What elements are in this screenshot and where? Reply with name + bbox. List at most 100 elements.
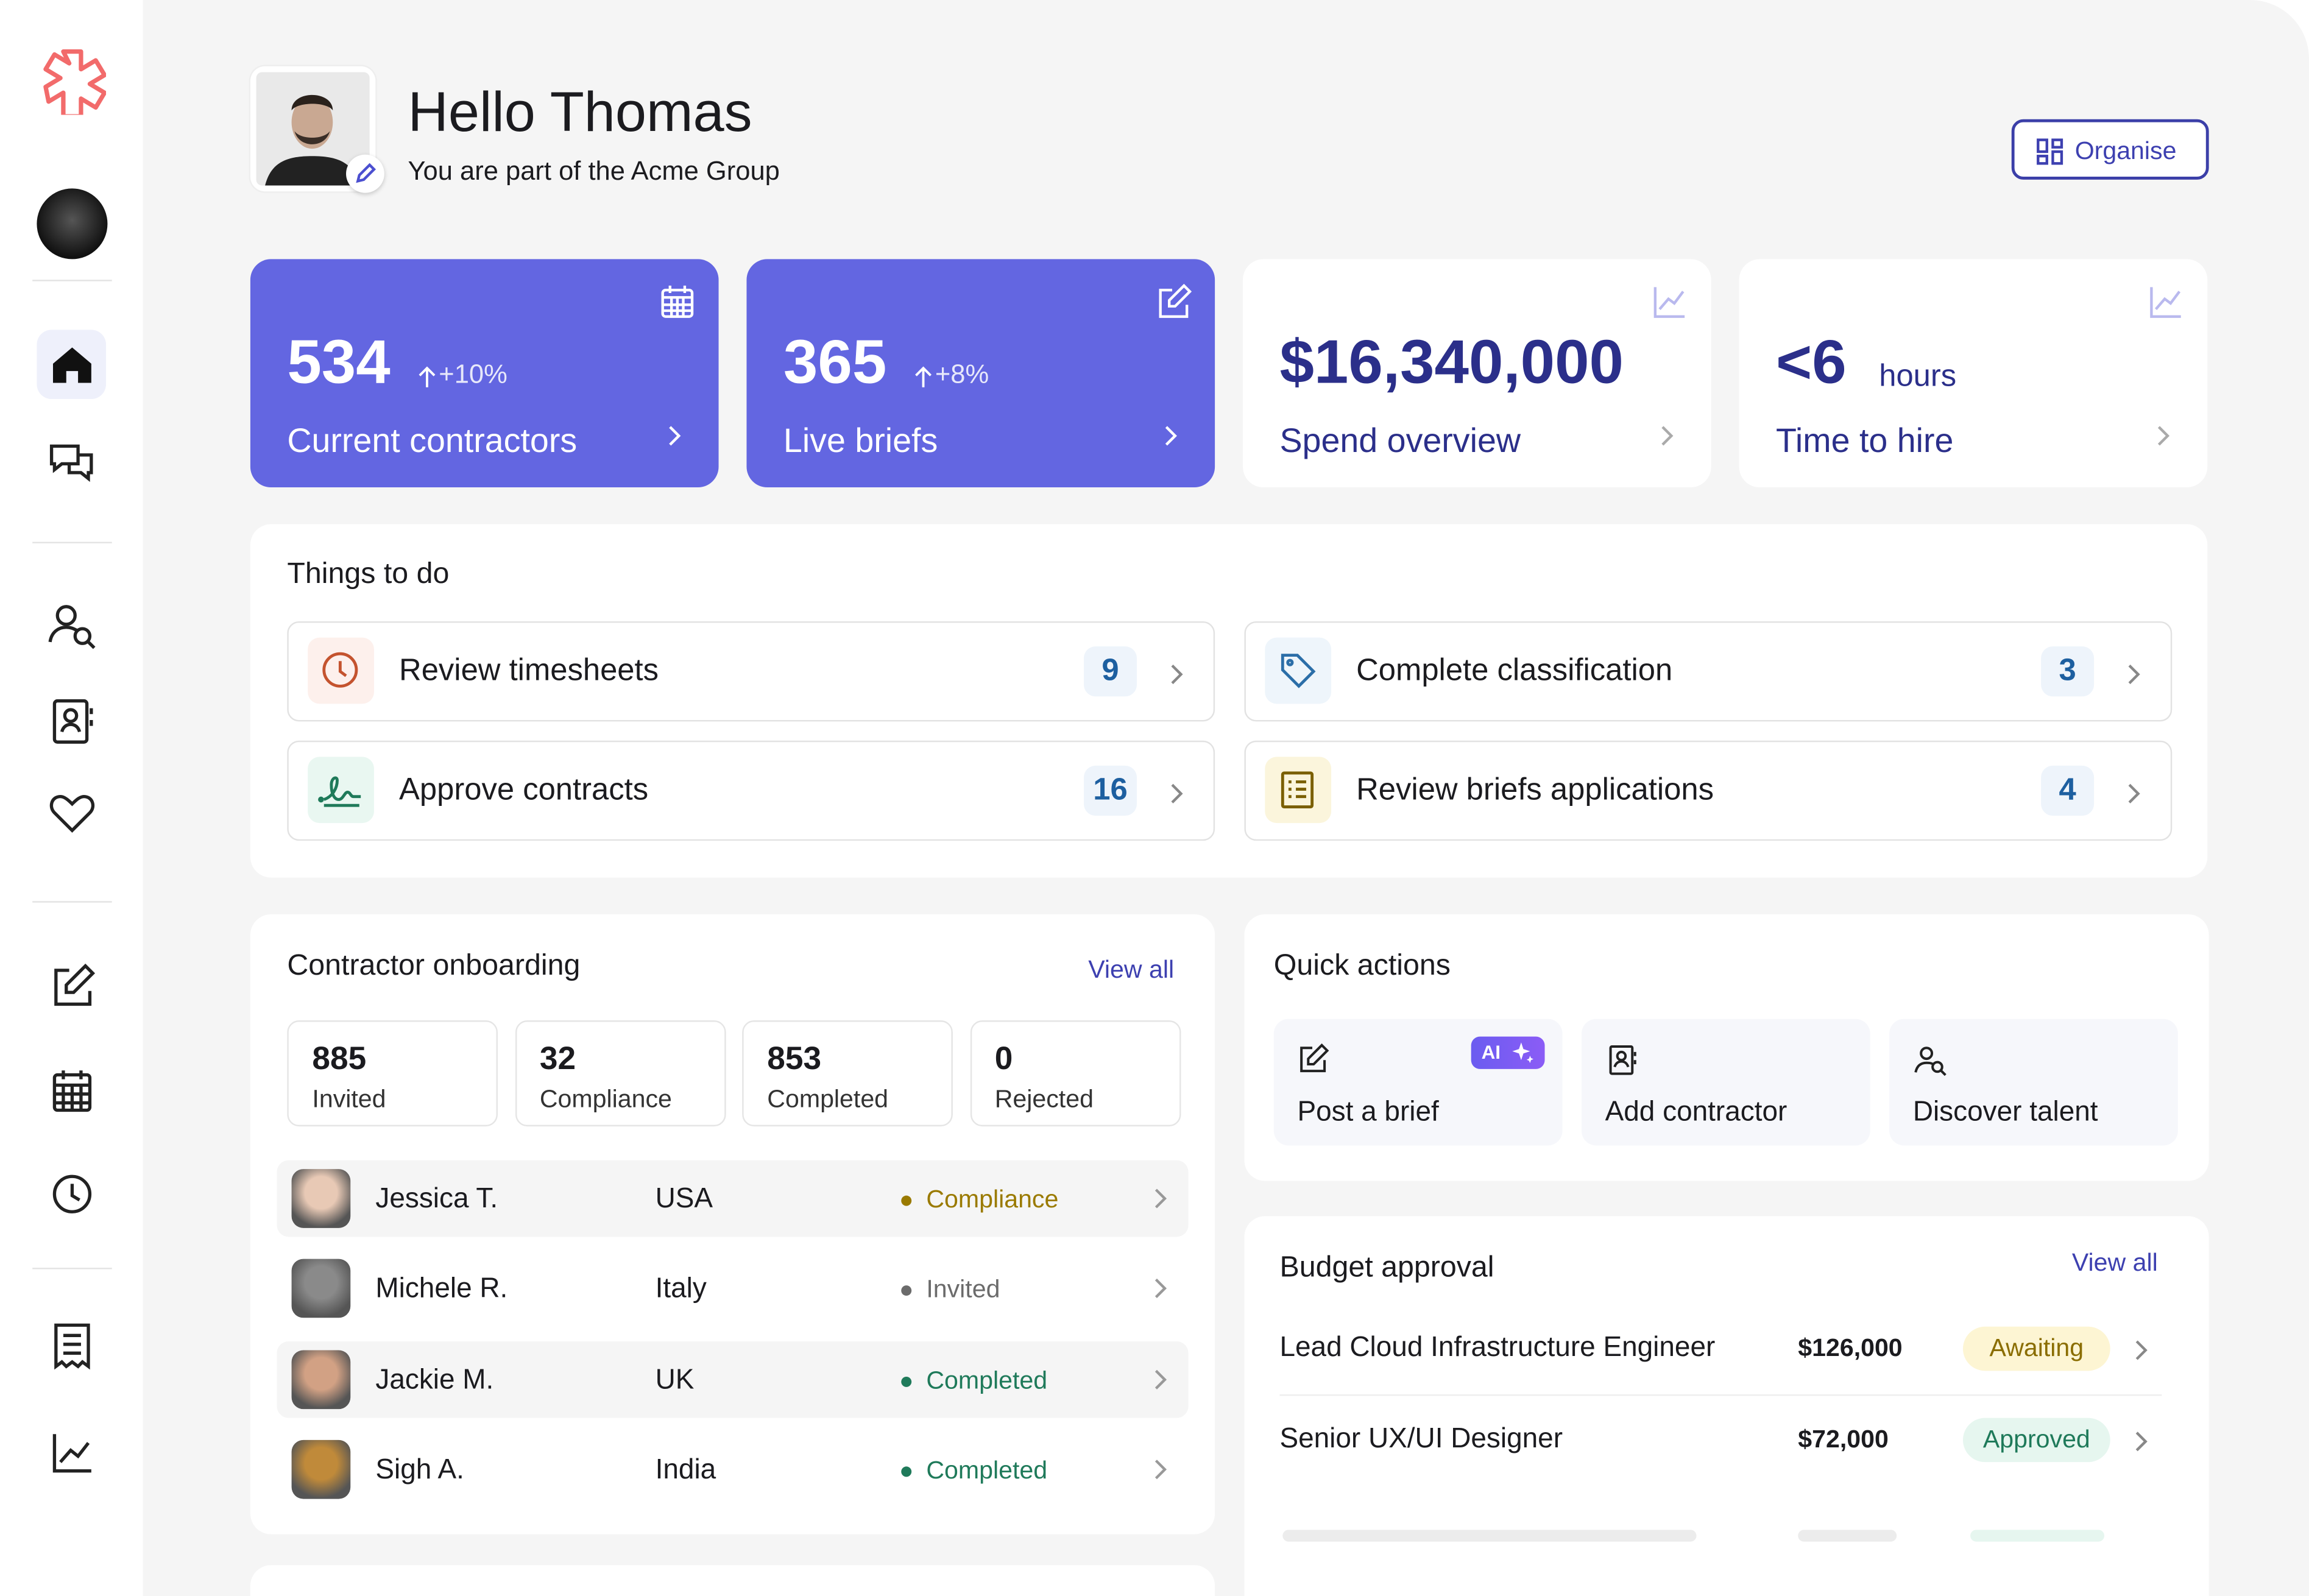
profile-photo[interactable] [250,66,384,193]
skeleton [1798,1530,1897,1542]
chevron [2135,1340,2148,1360]
todo-item[interactable]: Approve contracts 16 [287,740,1215,841]
action-label: Add contractor [1605,1096,1787,1128]
nav-home[interactable] [44,337,101,394]
nav-talent[interactable] [44,598,101,654]
divider [1279,1394,2162,1396]
stat-card[interactable]: 365 +8% Live briefs [746,259,1215,488]
todo-item[interactable]: Review briefs applications 4 [1244,740,2173,841]
contractor-status: Completed [926,1456,1048,1485]
contractor-name: Michele R. [375,1274,508,1305]
view-all-link[interactable]: View all [1088,955,1175,984]
todo-item[interactable]: Review timesheets 9 [287,621,1215,722]
contractor-country: UK [655,1364,695,1396]
stat-label: Current contractors [287,421,578,460]
stat-unit: hours [1879,359,1957,394]
contractor-name: Jessica T. [375,1184,498,1215]
ai-badge: AI [1471,1036,1545,1069]
chevron [1165,426,1177,446]
quick-action[interactable]: Add contractor [1581,1019,1870,1146]
contractor-status: Invited [926,1275,1000,1304]
contractor-name: Sigh A. [375,1454,464,1486]
stat-card[interactable]: $16,340,000 Spend overview [1243,259,1711,488]
chevron [2128,664,2140,685]
action-label: Discover talent [1912,1096,2098,1128]
quick-action[interactable]: Discover talent [1889,1019,2178,1146]
chevron [1171,664,1183,685]
edit-photo[interactable] [346,154,384,193]
action-label: Post a brief [1297,1096,1439,1128]
todo-item[interactable]: Complete classification 3 [1244,621,2173,722]
workspace-avatar[interactable] [37,188,108,260]
nav-time[interactable] [44,1166,101,1222]
todo-label: Complete classification [1356,654,1673,688]
contractor-avatar [291,1439,351,1499]
budget-row[interactable]: Senior UX/UI Designer $72,000 Approved [1279,1413,2177,1472]
organise-button[interactable]: Organise [2011,119,2209,180]
nav-invoices[interactable] [44,1318,101,1374]
contractor-country: USA [655,1184,713,1215]
stat-value: 534 [287,327,391,397]
todo-label: Review timesheets [399,654,659,688]
contractor-row[interactable]: Sigh A. India Completed [277,1431,1189,1508]
chevron [669,426,681,446]
stat-label: Live briefs [783,421,938,460]
panel-title: Things to do [287,558,450,591]
budget-role: Lead Cloud Infrastructure Engineer [1279,1332,1716,1364]
contractor-avatar [291,1169,351,1228]
contractor-row[interactable]: Michele R. Italy Invited [277,1250,1189,1327]
badge-label: AI [1481,1040,1501,1064]
onboarding-stat[interactable]: 32 Compliance [514,1020,726,1127]
todo-label: Review briefs applications [1356,772,1714,807]
nav-messages[interactable] [44,434,101,490]
logo[interactable] [38,47,107,115]
chevron [1171,783,1183,803]
stat-value: <6 [1776,327,1847,397]
icon [322,652,358,688]
onboarding-stat[interactable]: 885 Invited [287,1020,498,1127]
card-icon [661,285,694,318]
stat-label: Rejected [994,1085,1094,1114]
budget-row[interactable]: Lead Cloud Infrastructure Engineer $126,0… [1279,1322,2177,1382]
onboarding-stat[interactable]: 0 Rejected [969,1020,1181,1127]
onboarding-stat[interactable]: 853 Completed [742,1020,953,1127]
divider [32,901,112,903]
action-icon [1300,1043,1329,1073]
view-all-link[interactable]: View all [2071,1248,2158,1277]
panel-title: Quick actions [1273,950,1451,983]
contractor-row[interactable]: Jackie M. UK Completed [277,1340,1189,1418]
stat-value: 853 [767,1039,822,1076]
stat-value: 0 [994,1039,1013,1076]
divider [32,280,112,281]
up-arrow [915,366,932,387]
stat-card[interactable]: 534 +10% Current contractors [250,259,719,488]
icon [318,776,361,807]
chevron [1154,1279,1167,1299]
contractor-country: India [655,1454,716,1486]
stat-change: +10% [439,359,507,389]
todo-count: 4 [2041,765,2095,816]
todo-icon [1265,637,1332,704]
nav-contacts[interactable] [44,693,101,749]
stat-value: 365 [783,327,887,397]
stat-label: Time to hire [1776,421,1954,460]
contractor-row[interactable]: Jessica T. USA Compliance [277,1160,1189,1237]
chevron [1154,1369,1167,1389]
todo-icon [308,757,374,824]
todo-label: Approve contracts [399,772,649,807]
nav-calendar[interactable] [44,1063,101,1119]
stat-value: $16,340,000 [1279,327,1624,397]
todo-count: 16 [1083,765,1137,816]
divider [32,1268,112,1269]
chevron [2128,783,2140,803]
quick-action[interactable]: Post a brief AI [1273,1019,1563,1146]
contractor-status: Completed [926,1366,1048,1394]
stat-label: Compliance [539,1085,672,1114]
stat-card[interactable]: <6 hours Time to hire [1739,259,2208,488]
nav-favourites[interactable] [44,785,101,841]
status-dot [901,1466,912,1477]
nav-edit[interactable] [44,959,101,1015]
card-icon [1653,287,1685,318]
nav-reports[interactable] [44,1425,101,1481]
